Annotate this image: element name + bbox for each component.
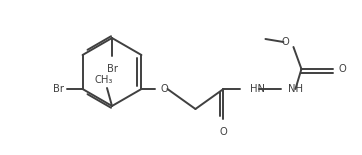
Text: O: O bbox=[220, 127, 227, 137]
Text: HN: HN bbox=[251, 84, 265, 94]
Text: O: O bbox=[160, 84, 168, 94]
Text: CH₃: CH₃ bbox=[95, 75, 113, 85]
Text: O: O bbox=[338, 64, 346, 74]
Text: NH: NH bbox=[289, 84, 303, 94]
Text: Br: Br bbox=[106, 64, 118, 74]
Text: Br: Br bbox=[52, 84, 64, 94]
Text: O: O bbox=[282, 37, 290, 47]
